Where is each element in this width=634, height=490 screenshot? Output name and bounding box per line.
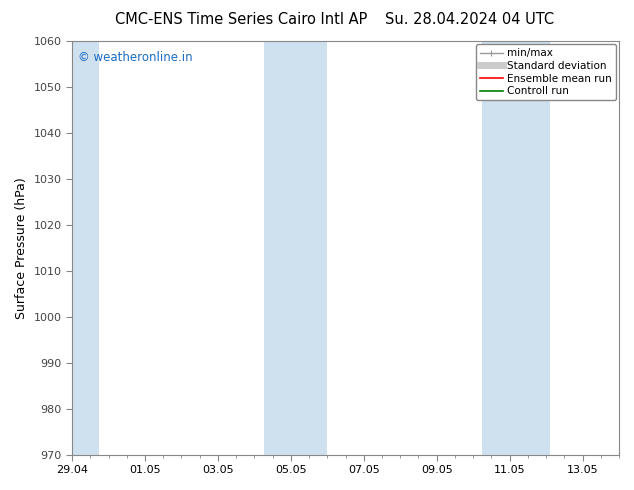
Text: CMC-ENS Time Series Cairo Intl AP: CMC-ENS Time Series Cairo Intl AP [115, 12, 367, 27]
Legend: min/max, Standard deviation, Ensemble mean run, Controll run: min/max, Standard deviation, Ensemble me… [476, 44, 616, 100]
Bar [68, 41, 100, 455]
Text: Su. 28.04.2024 04 UTC: Su. 28.04.2024 04 UTC [385, 12, 553, 27]
Bar [264, 41, 327, 455]
Y-axis label: Surface Pressure (hPa): Surface Pressure (hPa) [15, 177, 28, 318]
Bar [482, 41, 550, 455]
Text: © weatheronline.in: © weatheronline.in [77, 51, 192, 64]
